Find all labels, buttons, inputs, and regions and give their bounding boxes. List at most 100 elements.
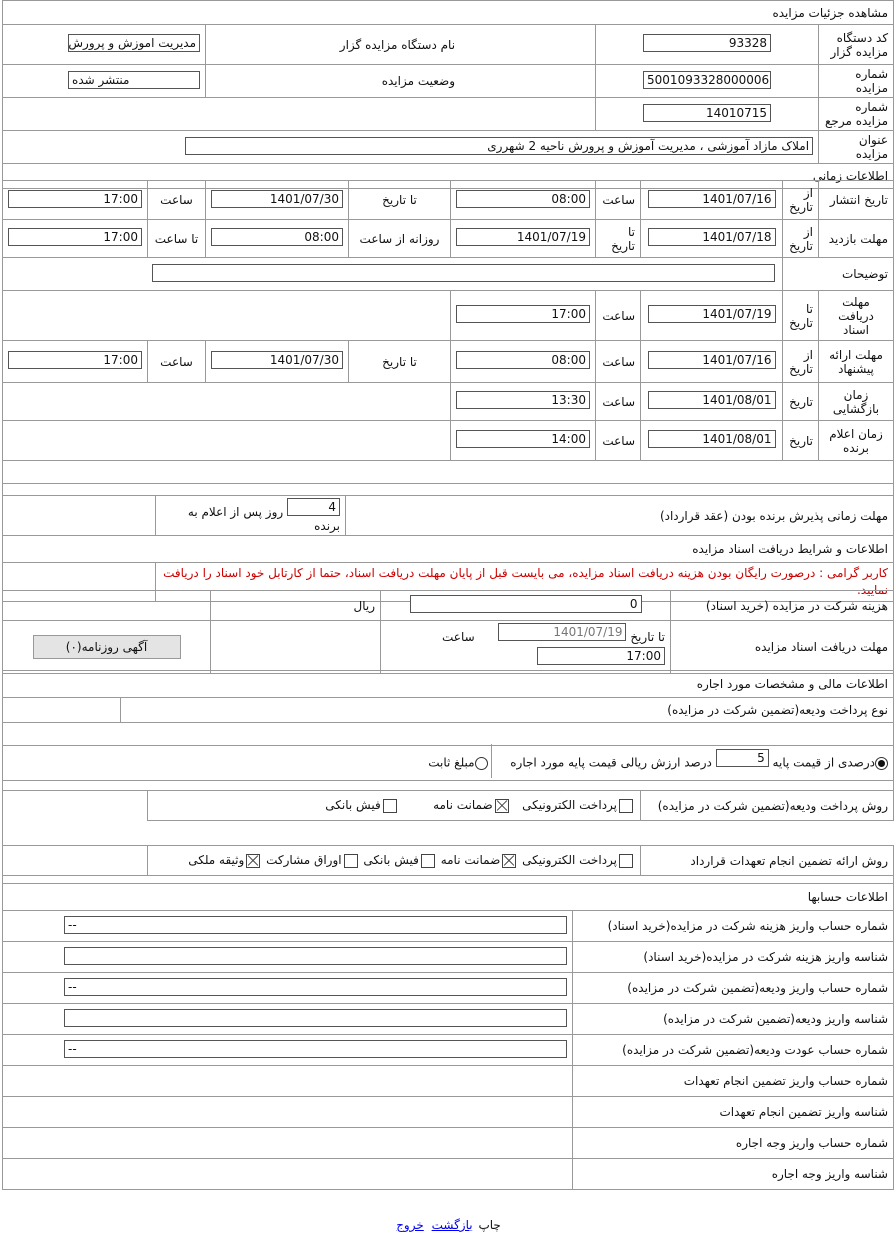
time-label: ساعت — [595, 382, 641, 421]
account-field[interactable] — [64, 946, 567, 965]
option-label: اوراق مشارکت — [266, 853, 342, 868]
deposit-bank-slip-checkbox[interactable] — [382, 798, 397, 813]
account-label: شناسه واریز وجه اجاره — [572, 1158, 894, 1190]
auction-no-field[interactable]: 5001093328000006 — [643, 70, 772, 89]
account-label: شماره حساب واریز تضمین انجام تعهدات — [572, 1065, 894, 1097]
daily-from-label: روزانه از ساعت — [348, 219, 451, 258]
doc-deadline-label: مهلت دریافت اسناد — [818, 290, 894, 341]
acceptance-label: مهلت زمانی پذیرش برنده بودن (عقد قرارداد… — [345, 495, 894, 536]
percent-field[interactable]: 5 — [715, 748, 769, 767]
notes-field[interactable] — [152, 263, 775, 282]
option-label: پرداخت الکترونیکی — [522, 853, 617, 868]
guarantee-electronic-checkbox[interactable] — [619, 853, 633, 868]
org-code-label: کد دستگاه مزایده گزار — [818, 24, 895, 65]
publish-from-date[interactable]: 1401/07/16 — [647, 189, 776, 208]
accounts-info: اطلاعات حسابها شماره حساب واریز هزینه شر… — [2, 883, 894, 1190]
account-label: شماره حساب عودت ودیعه(تضمین شرکت در مزای… — [572, 1034, 894, 1066]
deposit-method-label: روش پرداخت ودیعه(تضمین شرکت در مزایده) — [640, 790, 894, 821]
status-label: وضعیت مزایده — [205, 64, 597, 98]
guarantee-letter-checkbox[interactable] — [502, 853, 517, 868]
account-field[interactable] — [64, 1008, 567, 1027]
publish-to-date[interactable]: 1401/07/30 — [211, 189, 343, 208]
visit-from-date[interactable]: 1401/07/18 — [647, 228, 776, 246]
visit-to-time[interactable]: 17:00 — [8, 228, 142, 246]
doc-receive-time[interactable]: 17:00 — [537, 647, 665, 665]
cost-label: هزینه شرکت در مزایده (خرید اسناد) — [670, 590, 894, 621]
account-field[interactable]: -- — [64, 977, 567, 996]
opening-time[interactable]: 13:30 — [456, 391, 590, 409]
account-label: شناسه واریز هزینه شرکت در مزایده(خرید اس… — [572, 941, 894, 973]
acceptance-days-field[interactable]: 4 — [287, 498, 340, 516]
to-date-label: تا تاریخ — [782, 290, 819, 341]
docs-cost: هزینه شرکت در مزایده (خرید اسناد) 0 ریال… — [2, 590, 894, 674]
account-label: شماره حساب واریز وجه اجاره — [572, 1127, 894, 1159]
payment-methods: روش پرداخت ودیعه(تضمین شرکت در مزایده) پ… — [2, 790, 894, 884]
acceptance-suffix: روز پس از اعلام به برنده — [187, 505, 340, 533]
option-label: پرداخت الکترونیکی — [522, 798, 617, 813]
visit-from-time[interactable]: 08:00 — [211, 228, 343, 246]
notes-label: توضیحات — [782, 257, 894, 291]
visit-to-date[interactable]: 1401/07/19 — [456, 228, 590, 246]
option-label: فیش بانکی — [363, 853, 419, 868]
guarantee-label: روش ارائه تضمین انجام تعهدات قرارداد — [640, 845, 894, 876]
newspaper-ad-button[interactable]: آگهی روزنامه(۰) — [32, 635, 181, 659]
time-label: ساعت — [442, 630, 475, 644]
accounts-section-header: اطلاعات حسابها — [2, 883, 894, 911]
offer-from-time[interactable]: 08:00 — [456, 351, 590, 369]
to-date-label: تا تاریخ — [630, 630, 665, 644]
winner-date[interactable]: 1401/08/01 — [647, 430, 776, 448]
page-title: مشاهده جزئیات مزایده — [1, 0, 895, 25]
finance-section-header: اطلاعات مالی و مشخصات مورد اجاره — [2, 670, 894, 698]
to-date-label: تا تاریخ — [348, 180, 451, 220]
account-label: شناسه واریز ودیعه(تضمین شرکت در مزایده) — [572, 1003, 894, 1035]
auction-no-label: شماره مزایده — [818, 64, 895, 98]
option-label: فیش بانکی — [325, 798, 381, 813]
to-date-label: تا تاریخ — [595, 219, 641, 258]
fixed-option-label: مبلغ ثابت — [428, 755, 475, 770]
cost-field[interactable]: 0 — [409, 595, 642, 613]
guarantee-property-checkbox[interactable] — [246, 853, 261, 868]
org-name-field[interactable]: مدیریت اموزش و پرورش ن — [68, 34, 201, 52]
opening-label: زمان بازگشایی — [818, 382, 894, 421]
percent-radio[interactable] — [875, 756, 888, 770]
deposit-electronic-checkbox[interactable] — [619, 798, 633, 813]
account-field[interactable]: -- — [64, 915, 567, 934]
offer-label: مهلت ارائه پیشنهاد — [818, 340, 894, 383]
ref-no-field[interactable]: 14010715 — [643, 103, 772, 122]
publish-to-time[interactable]: 17:00 — [8, 189, 142, 208]
percent-option-label: درصدی از قیمت پایه — [772, 755, 875, 770]
title-label: عنوان مزایده — [818, 130, 895, 164]
time-info: تاریخ انتشار از تاریخ 1401/07/16 ساعت 08… — [2, 180, 894, 496]
general-info: مشاهده جزئیات مزایده کد دستگاه مزایده گز… — [1, 0, 895, 189]
guarantee-bonds-checkbox[interactable] — [343, 853, 358, 868]
docs-section-header: اطلاعات و شرایط دریافت اسناد مزایده — [2, 535, 894, 563]
exit-link[interactable]: خروج — [396, 1218, 424, 1232]
time-label: ساعت — [595, 180, 641, 220]
account-label: شناسه واریز تضمین انجام تعهدات — [572, 1096, 894, 1128]
doc-receive-date[interactable]: 1401/07/19 — [498, 623, 627, 641]
title-field[interactable]: املاک مازاد آموزشی ، مدیریت آموزش و پرور… — [185, 136, 814, 155]
option-label: ضمانت نامه — [440, 853, 501, 868]
time-label: ساعت — [147, 180, 206, 220]
doc-deadline-date[interactable]: 1401/07/19 — [647, 305, 776, 323]
winner-time[interactable]: 14:00 — [456, 430, 590, 448]
doc-receive-label: مهلت دریافت اسناد مزایده — [670, 620, 894, 674]
fixed-radio[interactable] — [474, 756, 488, 770]
publish-from-time[interactable]: 08:00 — [456, 189, 590, 208]
finance-info: اطلاعات مالی و مشخصات مورد اجاره نوع پرد… — [2, 670, 894, 791]
print-link[interactable]: چاپ — [478, 1218, 501, 1232]
visit-label: مهلت بازدید — [818, 219, 894, 258]
offer-to-time[interactable]: 17:00 — [8, 351, 142, 369]
status-field[interactable]: منتشر شده — [68, 70, 201, 89]
opening-date[interactable]: 1401/08/01 — [647, 391, 776, 409]
from-date-label: از تاریخ — [782, 180, 819, 220]
offer-to-date[interactable]: 1401/07/30 — [211, 351, 343, 369]
footer-links: چاپ بازگشت خروج — [0, 1218, 895, 1232]
back-link[interactable]: بازگشت — [431, 1218, 473, 1232]
deposit-guarantee-checkbox[interactable] — [494, 798, 509, 813]
guarantee-bank-slip-checkbox[interactable] — [420, 853, 435, 868]
offer-from-date[interactable]: 1401/07/16 — [647, 351, 776, 369]
org-code-field[interactable]: 93328 — [643, 34, 772, 52]
doc-deadline-time[interactable]: 17:00 — [456, 305, 590, 323]
account-field[interactable]: -- — [64, 1039, 567, 1058]
